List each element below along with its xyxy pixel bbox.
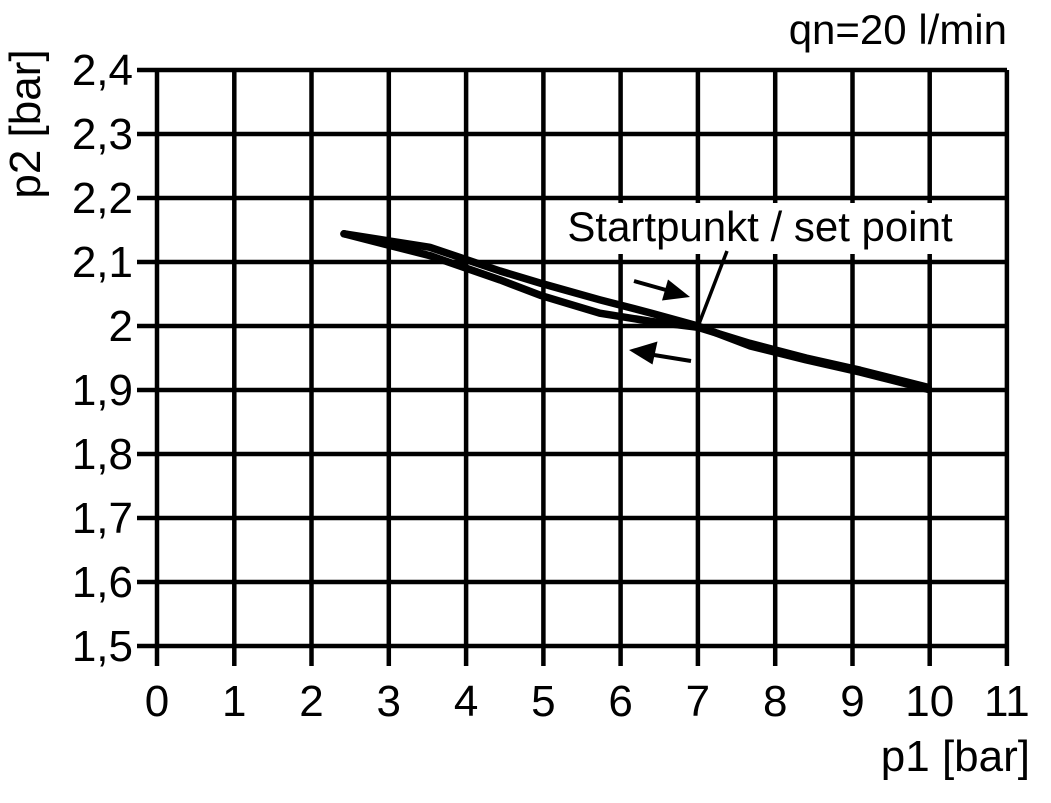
grid-horizontal-lines [137,67,1007,649]
x-tick-label: 2 [299,677,323,726]
x-tick-label: 3 [377,677,401,726]
hysteresis-curves [340,230,932,394]
y-tick-label: 2,2 [72,174,133,223]
y-tick-label: 1,6 [72,558,133,607]
x-tick-label: 1 [222,677,246,726]
y-tick-label: 1,9 [72,366,133,415]
x-tick-label: 5 [531,677,555,726]
x-tick-label: 4 [454,677,478,726]
arrow-left-icon [629,341,692,365]
y-axis-label: p2 [bar] [1,49,50,198]
x-tick-label: 0 [145,677,169,726]
hysteresis-curve-lower-branch [340,230,932,392]
x-tick-label: 8 [763,677,787,726]
y-tick-label: 1,7 [72,494,133,543]
annotation-background [566,203,954,254]
y-tick-label: 1,5 [72,622,133,671]
x-tick-label: 11 [984,677,1030,726]
x-tick-label: 6 [608,677,632,726]
grid-vertical-lines [154,70,1010,666]
y-tick-label: 2,1 [72,238,133,287]
set-point-annotation: Startpunkt / set point [567,203,953,250]
x-tick-label: 7 [686,677,710,726]
y-tick-label: 2,4 [72,46,133,95]
y-tick-label: 2 [109,302,133,351]
y-tick-label: 2,3 [72,110,133,159]
y-tick-label: 1,8 [72,430,133,479]
x-axis-label: p1 [bar] [881,732,1030,781]
x-tick-labels: 0 1 2 3 4 5 6 7 8 9 10 11 [145,677,1030,726]
arrow-right-icon [633,279,690,301]
x-tick-label: 10 [905,677,954,726]
y-tick-labels: 2,4 2,3 2,2 2,1 2 1,9 1,8 1,7 1,6 1,5 [72,46,133,671]
annotation-leader-line [695,250,729,330]
chart-title: qn=20 l/min [789,6,1007,53]
x-tick-label: 9 [840,677,864,726]
